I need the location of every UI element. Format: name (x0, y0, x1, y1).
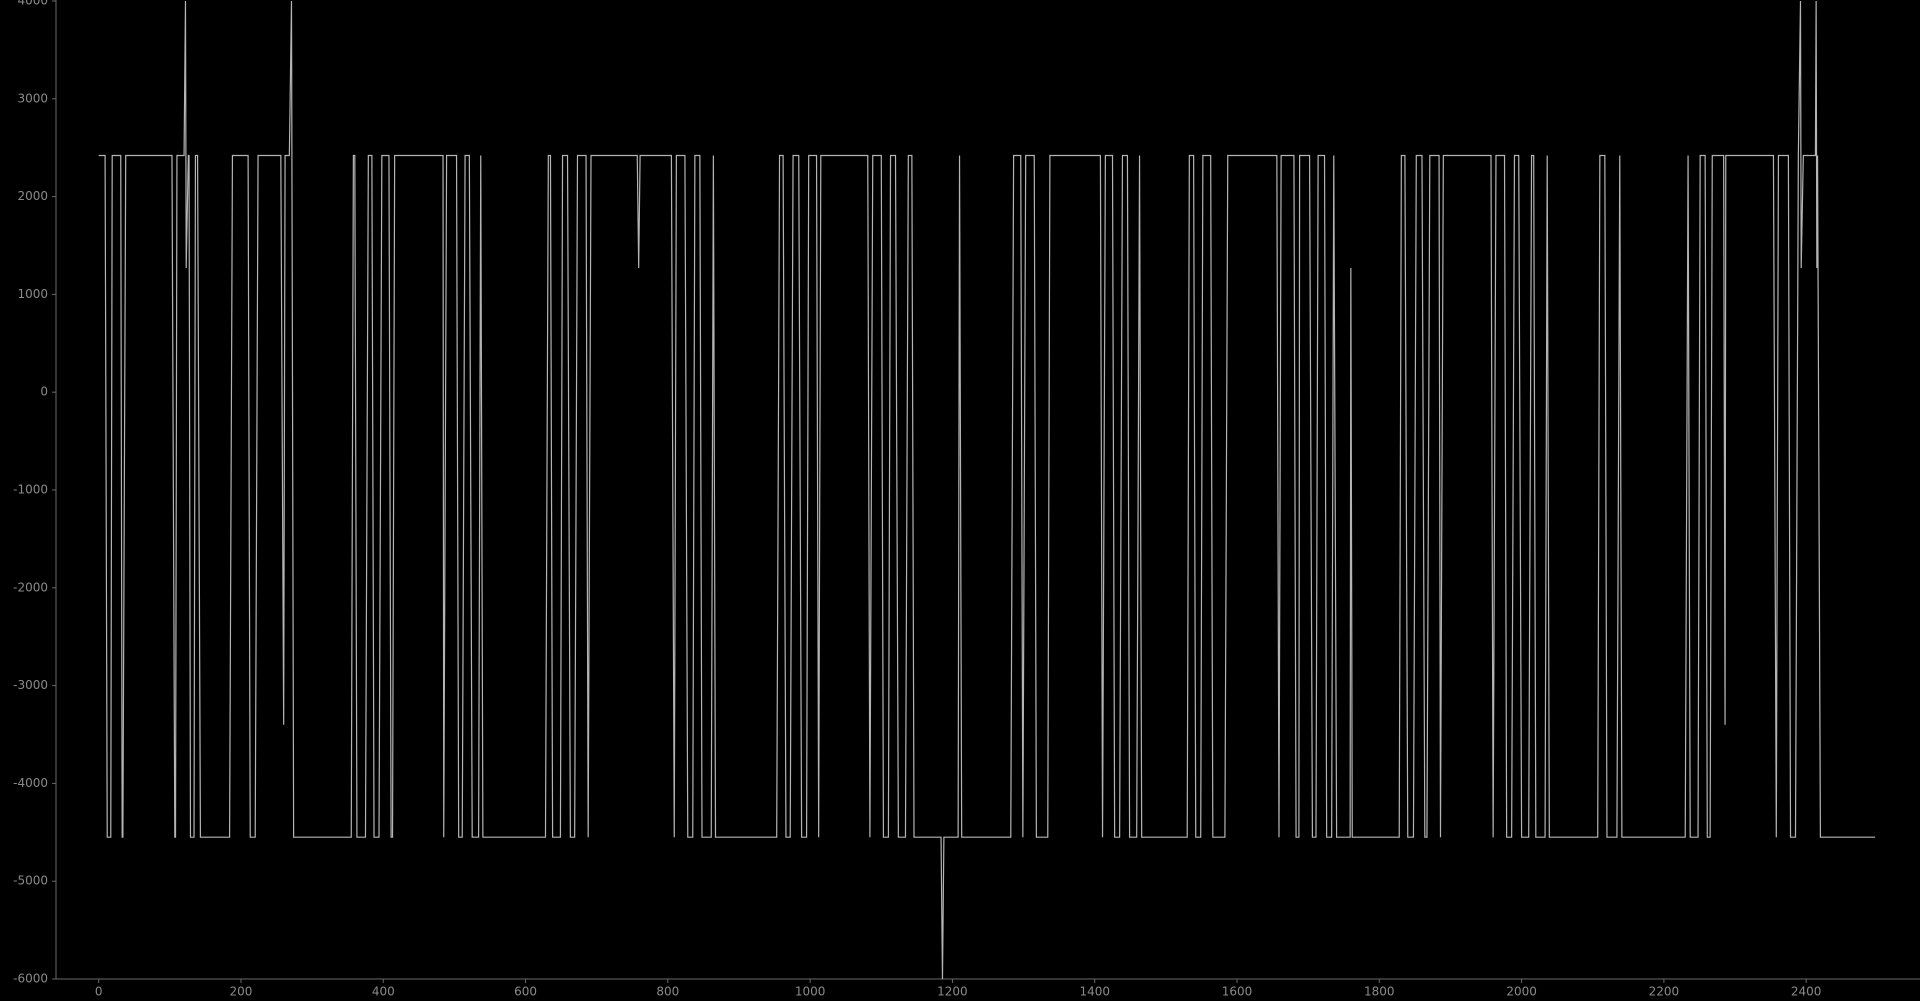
y-tick-label: 1000 (17, 287, 48, 301)
y-tick-label: 2000 (17, 189, 48, 203)
y-tick-label: -4000 (13, 776, 48, 790)
y-tick-label: 4000 (17, 0, 48, 8)
x-tick-label: 1000 (795, 985, 826, 999)
x-tick-label: 2400 (1791, 985, 1822, 999)
x-tick-label: 1400 (1079, 985, 1110, 999)
y-tick-label: -2000 (13, 580, 48, 594)
x-tick-label: 1800 (1364, 985, 1395, 999)
x-tick-label: 2000 (1506, 985, 1537, 999)
x-tick-label: 400 (372, 985, 395, 999)
y-tick-label: -5000 (13, 874, 48, 888)
y-tick-label: -6000 (13, 972, 48, 986)
x-tick-label: 200 (230, 985, 253, 999)
x-tick-label: 2200 (1649, 985, 1680, 999)
x-tick-label: 1600 (1222, 985, 1253, 999)
x-tick-label: 1200 (937, 985, 968, 999)
y-tick-label: -1000 (13, 483, 48, 497)
x-tick-label: 600 (514, 985, 537, 999)
x-tick-label: 800 (656, 985, 679, 999)
y-tick-label: -3000 (13, 678, 48, 692)
x-tick-label: 0 (95, 985, 103, 999)
y-tick-label: 0 (40, 385, 48, 399)
y-tick-label: 3000 (17, 91, 48, 105)
data-line (98, 0, 1876, 980)
